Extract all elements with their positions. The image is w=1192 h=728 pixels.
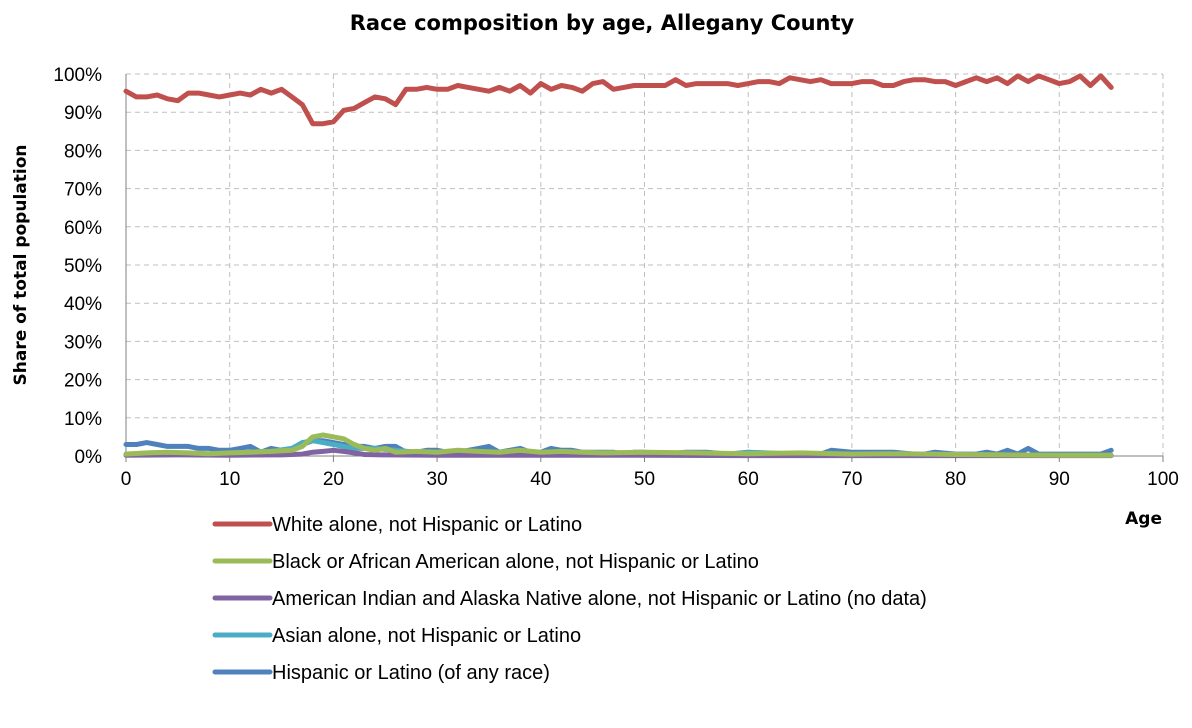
- y-tick-label: 10%: [64, 409, 102, 430]
- y-tick-label: 20%: [64, 371, 102, 392]
- x-tick-label: 10: [219, 469, 240, 490]
- legend-label: American Indian and Alaska Native alone,…: [272, 588, 927, 610]
- series-line-1: [123, 73, 1114, 127]
- y-tick-label: 40%: [64, 294, 102, 315]
- y-tick-label: 70%: [64, 180, 102, 201]
- tick-labels: 0% 10% 20% 30% 40% 50% 60% 70% 80% 90% 100% 0 10 20 30…: [53, 65, 1178, 490]
- x-tick-label: 40: [530, 469, 551, 490]
- y-tick-label: 80%: [64, 141, 102, 162]
- legend-label: Hispanic or Latino (of any race): [272, 662, 550, 684]
- y-tick-label: 100%: [53, 65, 102, 86]
- legend-label: Black or African American alone, not His…: [272, 551, 759, 573]
- gridlines: [126, 73, 1164, 456]
- y-tick-label: 0%: [75, 447, 103, 468]
- x-axis-title: Age: [1125, 509, 1162, 529]
- y-axis-title: Share of total population: [11, 145, 31, 386]
- legend-label: White alone, not Hispanic or Latino: [272, 514, 582, 536]
- y-tick-label: 30%: [64, 332, 102, 353]
- series-lines: [123, 73, 1114, 459]
- x-tick-label: 50: [634, 469, 655, 490]
- x-tick-label: 100: [1147, 469, 1179, 490]
- x-tick-label: 60: [738, 469, 759, 490]
- x-tick-label: 20: [323, 469, 344, 490]
- series-line-2: [123, 432, 1114, 458]
- x-tick-label: 30: [427, 469, 448, 490]
- x-tick-label: 0: [121, 469, 132, 490]
- y-tick-label: 60%: [64, 218, 102, 239]
- legend: White alone, not Hispanic or Latino Black…: [212, 514, 927, 684]
- y-tick-label: 50%: [64, 256, 102, 277]
- y-tick-label: 90%: [64, 103, 102, 124]
- x-tick-label: 70: [841, 469, 862, 490]
- chart-title: Race composition by age, Allegany County: [350, 11, 855, 35]
- x-tick-label: 90: [1049, 469, 1070, 490]
- x-tick-label: 80: [945, 469, 966, 490]
- legend-label: Asian alone, not Hispanic or Latino: [272, 625, 581, 647]
